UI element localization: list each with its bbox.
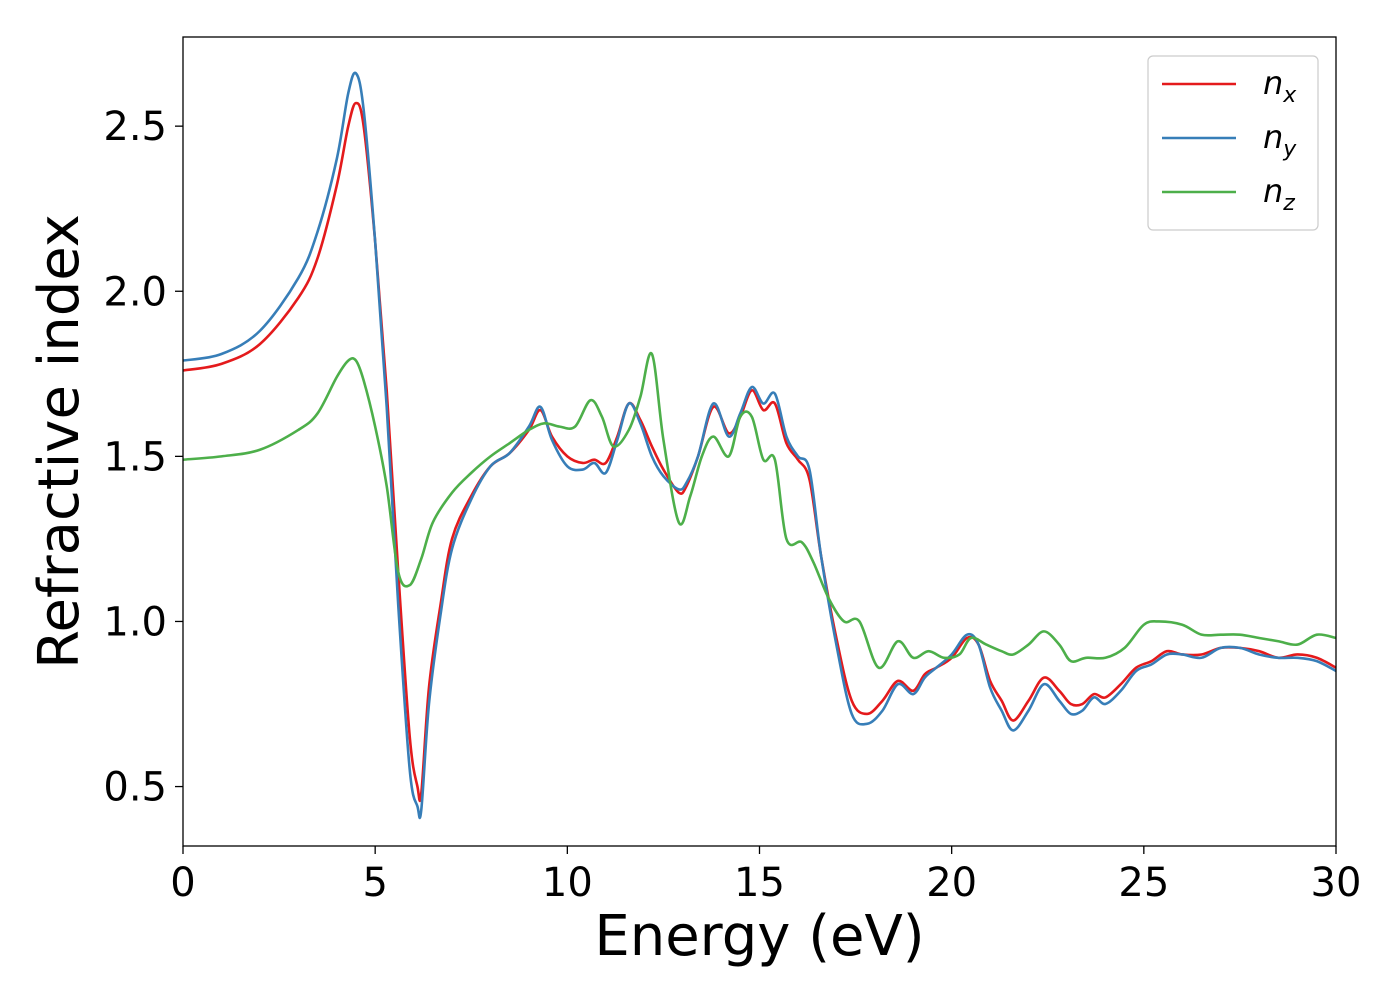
x-tick-label: 25 <box>1118 860 1169 906</box>
x-axis-title: Energy (eV) <box>594 904 924 969</box>
y-tick-label: 0.5 <box>103 765 167 811</box>
x-tick-label: 15 <box>734 860 785 906</box>
x-tick-label: 20 <box>926 860 977 906</box>
x-tick-label: 10 <box>542 860 593 906</box>
y-tick-label: 1.0 <box>103 599 167 645</box>
x-tick-label: 0 <box>170 860 195 906</box>
series-line-y <box>183 71 1336 820</box>
series-layer <box>183 71 1336 820</box>
legend-label-y: ny <box>1263 118 1297 162</box>
y-axis: 0.5 1.0 1.5 2.0 2.5 <box>103 104 183 811</box>
y-axis-title: Refractive index <box>27 214 92 669</box>
legend: nx ny nz <box>1147 55 1319 231</box>
y-tick-label: 2.5 <box>103 104 167 150</box>
series-line-z <box>183 351 1336 669</box>
legend-label-z: nz <box>1263 172 1295 216</box>
legend-label-x: nx <box>1263 64 1297 108</box>
x-tick-label: 30 <box>1311 860 1362 906</box>
y-tick-label: 2.0 <box>103 269 167 315</box>
y-tick-label: 1.5 <box>103 434 167 480</box>
x-axis: 0 5 10 15 20 25 30 <box>170 846 1361 906</box>
legend-box <box>1147 55 1319 231</box>
x-tick-label: 5 <box>362 860 387 906</box>
